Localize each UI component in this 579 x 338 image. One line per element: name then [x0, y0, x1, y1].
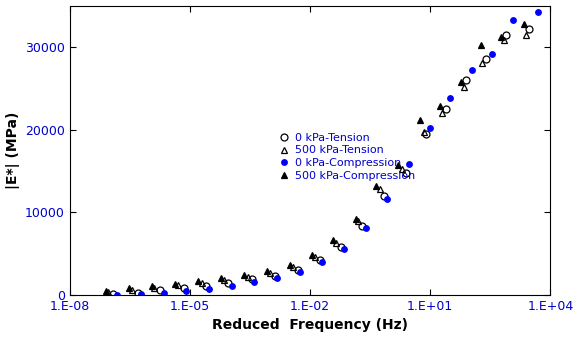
500 kPa-Tension	[199, 281, 206, 285]
500 kPa-Tension	[221, 278, 228, 282]
0 kPa-Compression	[340, 247, 347, 251]
500 kPa-Tension	[376, 187, 383, 191]
500 kPa-Compression	[240, 273, 247, 277]
0 kPa-Tension	[134, 291, 141, 295]
Line: 500 kPa-Compression: 500 kPa-Compression	[102, 20, 527, 294]
0 kPa-Tension	[526, 27, 533, 31]
Legend: 0 kPa-Tension, 500 kPa-Tension, 0 kPa-Compression, 500 kPa-Compression: 0 kPa-Tension, 500 kPa-Tension, 0 kPa-Co…	[277, 133, 415, 181]
500 kPa-Compression	[416, 118, 423, 122]
500 kPa-Compression	[373, 184, 380, 188]
0 kPa-Tension	[359, 224, 366, 228]
0 kPa-Compression	[384, 197, 391, 201]
500 kPa-Tension	[460, 84, 467, 89]
0 kPa-Tension	[423, 132, 430, 136]
0 kPa-Compression	[406, 162, 413, 166]
0 kPa-Tension	[402, 171, 409, 175]
500 kPa-Tension	[479, 62, 486, 66]
0 kPa-Compression	[251, 280, 258, 284]
500 kPa-Tension	[174, 283, 181, 287]
0 kPa-Tension	[271, 274, 278, 278]
0 kPa-Compression	[228, 284, 235, 288]
500 kPa-Tension	[311, 255, 318, 259]
500 kPa-Tension	[290, 265, 296, 269]
0 kPa-Compression	[427, 126, 434, 130]
0 kPa-Compression	[468, 68, 475, 72]
500 kPa-Compression	[395, 163, 402, 167]
500 kPa-Compression	[437, 104, 444, 108]
500 kPa-Compression	[457, 80, 464, 84]
0 kPa-Compression	[113, 293, 120, 297]
0 kPa-Tension	[157, 288, 164, 292]
0 kPa-Tension	[380, 194, 387, 198]
0 kPa-Compression	[296, 270, 303, 274]
0 kPa-Tension	[225, 281, 232, 285]
500 kPa-Tension	[399, 167, 406, 171]
0 kPa-Tension	[203, 284, 210, 288]
0 kPa-Compression	[318, 260, 325, 264]
500 kPa-Compression	[102, 289, 109, 293]
0 kPa-Compression	[362, 226, 369, 230]
0 kPa-Compression	[510, 18, 517, 22]
Y-axis label: |E*| (MPa): |E*| (MPa)	[6, 112, 20, 189]
0 kPa-Tension	[295, 268, 302, 272]
500 kPa-Tension	[439, 111, 446, 115]
X-axis label: Reduced  Frequency (Hz): Reduced Frequency (Hz)	[212, 318, 408, 333]
500 kPa-Compression	[308, 252, 315, 257]
Line: 500 kPa-Tension: 500 kPa-Tension	[105, 32, 530, 296]
500 kPa-Compression	[171, 282, 178, 286]
0 kPa-Tension	[483, 57, 490, 61]
0 kPa-Compression	[182, 289, 189, 293]
0 kPa-Compression	[535, 10, 542, 14]
500 kPa-Compression	[353, 217, 360, 221]
0 kPa-Tension	[180, 286, 187, 290]
0 kPa-Tension	[109, 292, 116, 296]
500 kPa-Tension	[151, 286, 158, 290]
500 kPa-Tension	[523, 33, 530, 38]
500 kPa-Tension	[420, 130, 427, 134]
500 kPa-Compression	[126, 286, 133, 290]
500 kPa-Compression	[264, 269, 271, 273]
Line: 0 kPa-Compression: 0 kPa-Compression	[114, 9, 541, 297]
500 kPa-Tension	[333, 241, 340, 245]
500 kPa-Tension	[266, 271, 273, 275]
0 kPa-Compression	[160, 291, 167, 295]
500 kPa-Compression	[287, 263, 294, 267]
0 kPa-Tension	[248, 277, 255, 281]
0 kPa-Tension	[463, 78, 470, 82]
0 kPa-Tension	[503, 32, 510, 37]
500 kPa-Tension	[355, 219, 362, 223]
500 kPa-Tension	[244, 275, 251, 279]
500 kPa-Compression	[195, 279, 201, 283]
500 kPa-Compression	[218, 276, 225, 281]
500 kPa-Tension	[105, 290, 112, 294]
500 kPa-Compression	[330, 238, 337, 242]
Line: 0 kPa-Tension: 0 kPa-Tension	[109, 25, 533, 297]
500 kPa-Tension	[501, 38, 508, 42]
500 kPa-Compression	[148, 284, 155, 288]
0 kPa-Compression	[489, 51, 496, 55]
500 kPa-Compression	[498, 35, 505, 39]
500 kPa-Compression	[478, 43, 485, 47]
500 kPa-Tension	[128, 288, 135, 292]
0 kPa-Tension	[317, 258, 324, 262]
0 kPa-Compression	[447, 96, 454, 100]
0 kPa-Compression	[138, 292, 145, 296]
500 kPa-Compression	[521, 22, 527, 26]
0 kPa-Tension	[443, 107, 450, 111]
0 kPa-Compression	[274, 275, 281, 280]
0 kPa-Compression	[206, 287, 212, 291]
0 kPa-Tension	[338, 245, 345, 249]
